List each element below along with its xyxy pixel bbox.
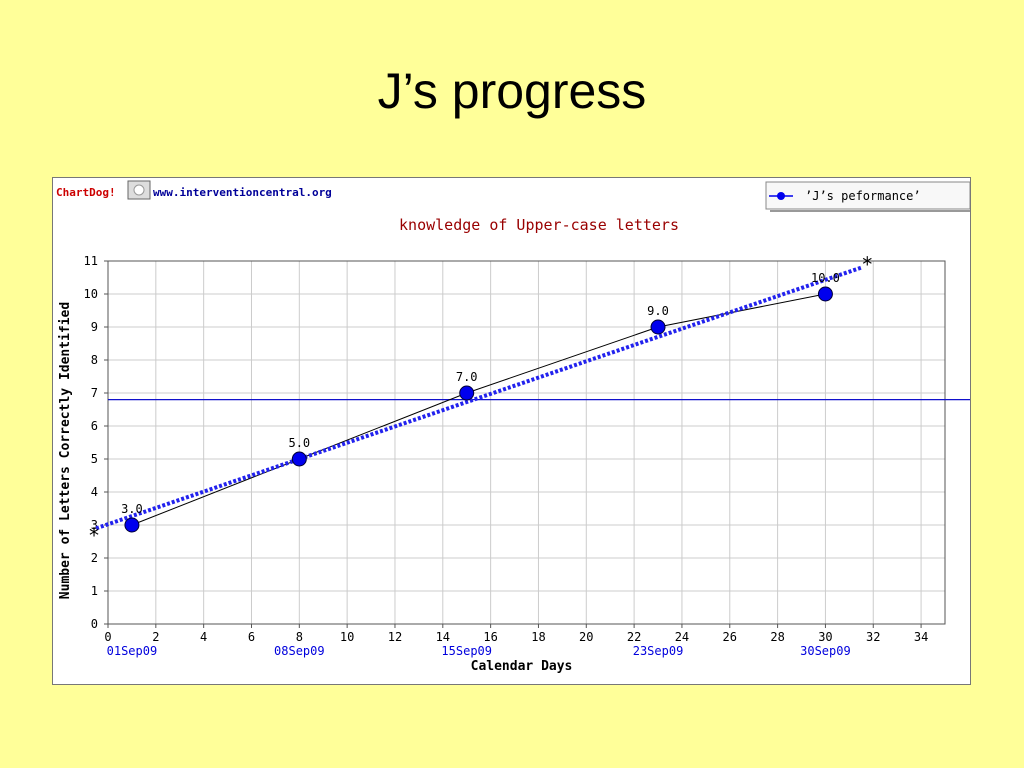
y-axis-ticks: 0 1 2 3 4 5 6 7 8 9 10 11 [84,254,108,631]
grid [108,260,945,625]
data-points: 3.0 5.0 7.0 9.0 10.0 [121,271,840,533]
x-tick-label: 24 [675,630,689,644]
x-tick-label: 18 [531,630,545,644]
date-label: 30Sep09 [800,644,851,658]
date-label: 15Sep09 [441,644,492,658]
legend-marker [777,192,785,200]
data-label: 3.0 [121,502,143,516]
x-tick-label: 32 [866,630,880,644]
x-tick-label: 12 [388,630,402,644]
date-labels: 01Sep09 08Sep09 15Sep09 23Sep09 30Sep09 [107,644,851,658]
x-tick-label: 30 [818,630,832,644]
x-tick-label: 14 [436,630,450,644]
y-tick-label: 11 [84,254,98,268]
data-point [124,517,140,533]
x-tick-label: 6 [248,630,255,644]
dog-logo-icon [127,180,151,200]
date-label: 08Sep09 [274,644,325,658]
y-tick-label: 0 [91,617,98,631]
plot-border [107,260,946,625]
trend-endpoint-marker: * [861,253,873,277]
y-tick-label: 1 [91,584,98,598]
data-label: 7.0 [456,370,478,384]
y-tick-label: 6 [91,419,98,433]
date-label: 23Sep09 [633,644,684,658]
legend-label: ’J’s peformance’ [805,189,921,203]
x-tick-label: 34 [914,630,928,644]
trend-endpoints: ** [88,253,873,548]
x-axis-ticks: 0 2 4 6 8 10 12 14 16 18 20 22 24 26 28 30 32 34 [104,624,928,644]
y-tick-label: 8 [91,353,98,367]
y-tick-label: 3 [91,518,98,532]
data-point [459,385,475,401]
x-tick-label: 20 [579,630,593,644]
chart-frame: ChartDog! www.interventioncentral.org ’J… [52,177,971,685]
date-label: 01Sep09 [107,644,158,658]
data-point [291,451,307,467]
y-tick-label: 9 [91,320,98,334]
data-point [817,286,833,302]
chart-title: knowledge of Upper-case letters [399,216,679,234]
x-axis-label: Calendar Days [471,659,573,674]
y-tick-label: 10 [84,287,98,301]
site-link[interactable]: www.interventioncentral.org [153,186,332,199]
series-line [131,293,826,526]
x-tick-label: 28 [770,630,784,644]
slide-title: J’s progress [377,63,647,119]
x-tick-label: 2 [152,630,159,644]
x-tick-label: 26 [723,630,737,644]
x-tick-label: 4 [200,630,207,644]
y-tick-label: 7 [91,386,98,400]
trend-endpoint-marker: * [88,523,100,547]
x-tick-label: 10 [340,630,354,644]
data-label: 5.0 [288,436,310,450]
legend: ’J’s peformance’ [765,181,970,212]
data-point [650,319,666,335]
y-tick-label: 5 [91,452,98,466]
y-axis-label: Number of Letters Correctly Identified [58,302,73,599]
y-tick-label: 4 [91,485,98,499]
x-tick-label: 16 [483,630,497,644]
x-tick-label: 0 [104,630,111,644]
x-tick-label: 22 [627,630,641,644]
trend-line [95,265,862,531]
y-tick-label: 2 [91,551,98,565]
chart: ChartDog! www.interventioncentral.org ’J… [56,180,970,674]
chartdog-brand: ChartDog! [56,186,116,199]
x-tick-label: 8 [296,630,303,644]
data-label: 10.0 [811,271,840,285]
data-label: 9.0 [647,304,669,318]
